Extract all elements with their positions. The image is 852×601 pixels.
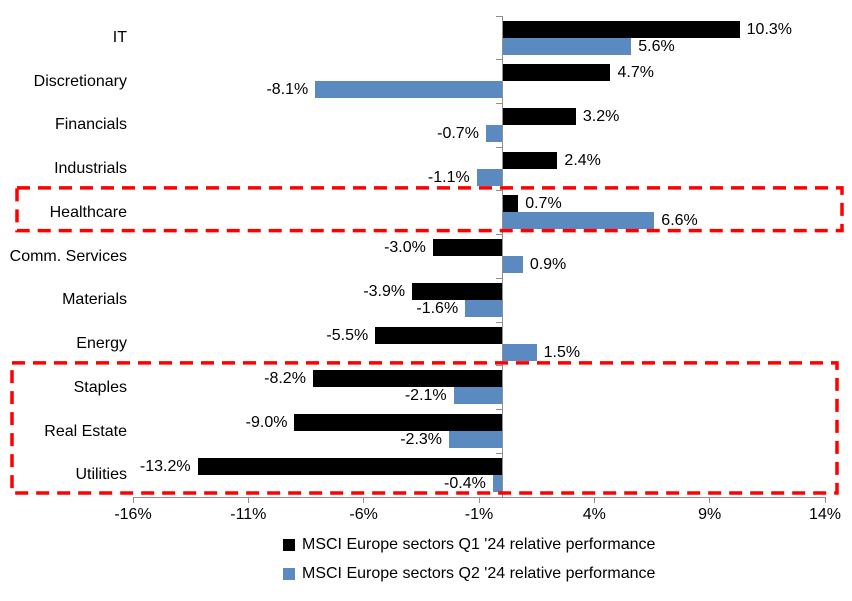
legend-swatch-q1-icon: [283, 538, 295, 551]
legend-item-q1: MSCI Europe sectors Q1 '24 relative perf…: [283, 536, 655, 553]
value-label-q2-comm-services: 0.9%: [529, 256, 567, 274]
x-tick-label-3: -1%: [464, 506, 494, 523]
value-label-q1-discretionary: 4.7%: [617, 64, 654, 82]
value-label-q1-healthcare: 0.7%: [525, 195, 562, 213]
bar-q1-it: [502, 20, 740, 38]
value-label-q1-financials: 3.2%: [582, 107, 620, 125]
x-tick-label-1: -11%: [230, 506, 267, 523]
category-label-it: IT: [112, 29, 127, 46]
value-label-q1-industrials: 2.4%: [564, 151, 601, 169]
legend-item-q2: MSCI Europe sectors Q2 '24 relative perf…: [283, 565, 655, 582]
x-tick-label-6: 14%: [808, 506, 842, 523]
x-axis-tick: [593, 497, 595, 503]
value-label-q2-industrials: -1.1%: [427, 168, 470, 186]
category-label-financials: Financials: [54, 116, 127, 134]
value-label-q1-real-estate: -9.0%: [245, 414, 288, 432]
category-label-healthcare: Healthcare: [49, 203, 127, 221]
bar-q1-financials: [502, 107, 576, 125]
category-axis-tick: [496, 234, 503, 236]
bar-q1-healthcare: [502, 195, 519, 213]
bar-q1-materials: [412, 282, 503, 300]
bar-q2-comm-services: [502, 256, 523, 274]
category-axis-tick: [496, 15, 503, 17]
legend-swatch-q2-icon: [283, 567, 295, 580]
value-label-q1-utilities: -13.2%: [139, 457, 191, 475]
value-label-q2-energy: 1.5%: [543, 343, 581, 361]
x-tick-label-4: 4%: [582, 506, 606, 523]
bar-q2-materials: [465, 299, 503, 317]
bar-q1-real-estate: [294, 414, 503, 432]
category-label-discretionary: Discretionary: [33, 72, 127, 90]
bar-q2-it: [502, 37, 632, 55]
legend: MSCI Europe sectors Q1 '24 relative perf…: [283, 536, 655, 594]
category-axis-tick: [496, 452, 503, 454]
x-tick-label-2: -6%: [349, 506, 378, 523]
value-label-q1-energy: -5.5%: [326, 326, 369, 344]
category-axis-tick: [496, 102, 503, 104]
bar-q1-discretionary: [502, 64, 611, 82]
value-label-q2-utilities: -0.4%: [444, 474, 486, 492]
x-tick-label-0: -16%: [114, 506, 152, 523]
value-label-q2-real-estate: -2.3%: [400, 431, 443, 449]
category-axis-tick: [496, 409, 503, 411]
category-axis-tick: [496, 146, 503, 148]
bar-q2-energy: [502, 343, 537, 361]
value-label-q1-staples: -8.2%: [264, 370, 306, 388]
bar-q1-industrials: [502, 151, 558, 169]
bar-q2-healthcare: [502, 212, 655, 230]
bar-q2-discretionary: [315, 81, 503, 99]
bar-q2-financials: [485, 124, 503, 142]
category-axis-tick: [496, 190, 503, 192]
value-label-q2-materials: -1.6%: [416, 299, 459, 317]
bar-q1-staples: [312, 370, 503, 388]
bar-q2-industrials: [476, 168, 503, 186]
category-label-utilities: Utilities: [75, 466, 127, 484]
category-label-comm-services: Comm. Services: [9, 247, 127, 265]
x-axis-tick: [363, 497, 365, 503]
value-label-q2-discretionary: -8.1%: [266, 81, 309, 99]
bar-q1-utilities: [197, 457, 503, 475]
x-tick-label-5: 9%: [698, 506, 722, 523]
bar-q1-energy: [375, 326, 503, 344]
category-axis-tick: [496, 496, 503, 498]
x-axis-tick: [132, 497, 134, 503]
value-label-q2-it: 5.6%: [638, 37, 675, 55]
legend-label-q2: MSCI Europe sectors Q2 '24 relative perf…: [302, 564, 656, 582]
value-label-q1-it: 10.3%: [746, 20, 793, 38]
category-label-staples: Staples: [73, 378, 127, 396]
category-axis-tick: [496, 365, 503, 367]
bar-q2-staples: [453, 387, 503, 405]
value-label-q2-healthcare: 6.6%: [661, 212, 698, 230]
category-axis-tick: [496, 59, 503, 61]
category-label-real-estate: Real Estate: [44, 422, 127, 440]
category-label-materials: Materials: [62, 291, 127, 309]
category-axis-tick: [496, 277, 503, 279]
category-label-industrials: Industrials: [54, 160, 127, 178]
value-label-q2-financials: -0.7%: [437, 124, 479, 142]
value-label-q2-staples: -2.1%: [404, 387, 447, 405]
x-axis-tick: [709, 497, 711, 503]
x-axis-tick: [824, 497, 826, 503]
legend-label-q1: MSCI Europe sectors Q1 '24 relative perf…: [302, 535, 656, 553]
value-label-q1-materials: -3.9%: [363, 282, 406, 300]
zero-axis-line: [501, 16, 503, 497]
category-label-energy: Energy: [76, 335, 127, 353]
x-axis-tick: [247, 497, 249, 503]
bar-q1-comm-services: [432, 239, 503, 257]
category-axis-tick: [496, 321, 503, 323]
x-axis-tick: [478, 497, 480, 503]
bar-q2-real-estate: [449, 431, 503, 449]
value-label-q1-comm-services: -3.0%: [384, 239, 426, 257]
healthcare-highlight: [15, 186, 844, 233]
